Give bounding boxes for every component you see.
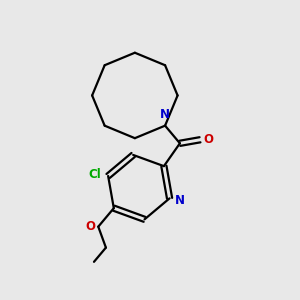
Text: N: N [174,194,184,207]
Text: Cl: Cl [89,168,101,181]
Text: N: N [160,108,170,121]
Text: O: O [85,220,95,233]
Text: O: O [204,133,214,146]
